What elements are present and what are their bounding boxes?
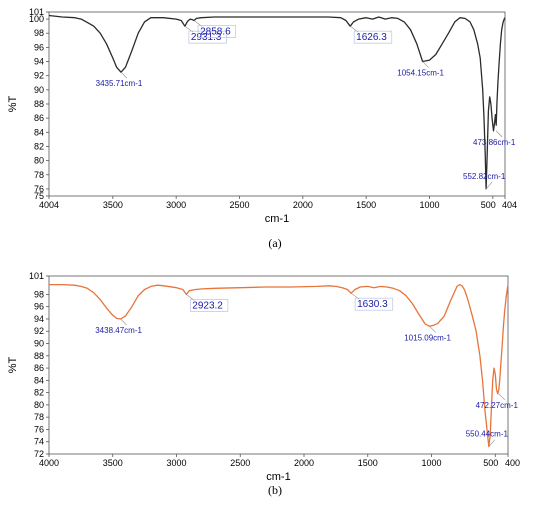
plot-frame [48, 11, 506, 197]
peak-callout-line [429, 326, 436, 333]
peak-label-box [354, 297, 394, 311]
x-tick-label: 2000 [293, 200, 313, 210]
y-tick-label: 90 [34, 85, 44, 95]
x-tick-label: 2000 [294, 458, 314, 468]
peak-callout-line [498, 393, 505, 401]
peak-label: 473.86cm-1 [473, 138, 516, 147]
y-tick-label: 88 [34, 99, 44, 109]
peak-callout-line [120, 71, 128, 79]
y-tick-label: 101 [29, 271, 44, 281]
y-tick-label: 98 [34, 289, 44, 299]
x-tick-label: 3500 [103, 200, 123, 210]
x-tick-label: 1500 [356, 200, 376, 210]
x-axis-title: cm-1 [266, 471, 290, 483]
x-tick-label: 500 [481, 200, 496, 210]
spectrum-line [48, 14, 506, 190]
plot-frame [48, 275, 509, 455]
peak-label: 3435.71cm-1 [96, 79, 143, 88]
spectrum-line [49, 283, 509, 448]
peak-label: 3438.47cm-1 [95, 326, 142, 335]
peak-label-box [353, 30, 393, 44]
x-tick-label: 400 [505, 458, 520, 468]
peak-callout-line [488, 439, 496, 447]
x-tick-label: 3500 [103, 458, 123, 468]
peak-callout-line [422, 61, 429, 68]
y-tick-label: 82 [34, 141, 44, 151]
y-tick-label: 75 [34, 191, 44, 201]
peak-label: 472.27cm-1 [476, 401, 519, 410]
y-tick-label: 92 [34, 71, 44, 81]
y-tick-label: 76 [34, 424, 44, 434]
y-tick-label: 88 [34, 351, 44, 361]
x-tick-label: 3000 [166, 200, 186, 210]
y-tick-label: 94 [34, 57, 44, 67]
peak-label-box [197, 25, 237, 38]
panel-caption: (b) [268, 483, 282, 497]
x-tick-label: 2500 [230, 458, 250, 468]
x-tick-label: 1000 [419, 200, 439, 210]
y-axis-title: %T [7, 95, 19, 112]
peak-label: 1054.15cm-1 [397, 69, 444, 78]
peak-label: 2858.6 [200, 26, 231, 37]
y-tick-label: 94 [34, 314, 44, 324]
y-tick-label: 96 [34, 302, 44, 312]
y-tick-label: 90 [34, 339, 44, 349]
y-tick-label: 76 [34, 184, 44, 194]
peak-label: 2923.2 [192, 300, 223, 311]
x-tick-label: 1000 [421, 458, 441, 468]
x-tick-label: 500 [483, 458, 498, 468]
y-tick-label: 100 [29, 14, 44, 24]
x-tick-label: 1500 [358, 458, 378, 468]
y-tick-label: 80 [34, 156, 44, 166]
x-tick-label: 2500 [229, 200, 249, 210]
y-tick-label: 80 [34, 400, 44, 410]
y-tick-label: 101 [29, 7, 44, 17]
peak-label: 1630.3 [357, 299, 388, 310]
peak-label: 550.44cm-1 [466, 430, 509, 439]
y-tick-label: 84 [34, 127, 44, 137]
x-tick-label: 3000 [166, 458, 186, 468]
y-tick-label: 92 [34, 326, 44, 336]
y-axis-title: %T [7, 356, 19, 373]
peak-callout-line [120, 318, 127, 326]
y-tick-label: 78 [34, 412, 44, 422]
x-tick-label: 4004 [39, 200, 59, 210]
y-tick-label: 86 [34, 113, 44, 123]
y-tick-label: 84 [34, 375, 44, 385]
x-axis-title: cm-1 [265, 213, 289, 225]
peak-label: 1015.09cm-1 [404, 333, 451, 342]
y-tick-label: 78 [34, 170, 44, 180]
y-tick-label: 72 [34, 449, 44, 459]
y-tick-label: 74 [34, 437, 44, 447]
peak-callout-line [485, 181, 493, 190]
peak-label: 552.82cm-1 [463, 172, 506, 181]
y-tick-label: 98 [34, 28, 44, 38]
y-tick-label: 82 [34, 388, 44, 398]
panel-caption: (a) [268, 236, 281, 250]
peak-label: 1626.3 [356, 32, 387, 43]
peak-label-box [189, 299, 229, 312]
peak-callout-line [495, 130, 503, 138]
y-tick-label: 86 [34, 363, 44, 373]
y-tick-label: 96 [34, 42, 44, 52]
x-tick-label: 404 [502, 200, 517, 210]
x-tick-label: 4000 [39, 458, 59, 468]
